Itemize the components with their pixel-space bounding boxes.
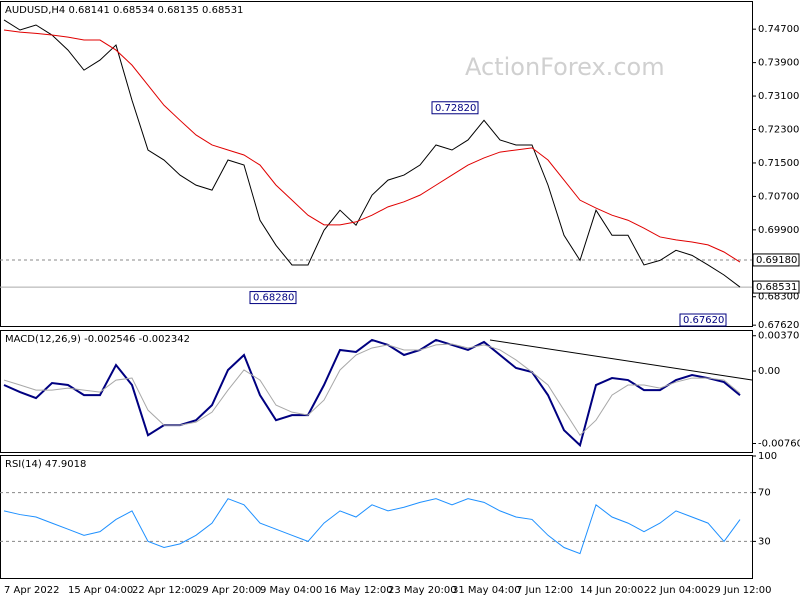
x-tick-label: 16 May 12:00 [324, 585, 393, 596]
y-tick-label: 0.70700 [758, 191, 799, 202]
macd-panel [0, 330, 753, 453]
series-line [3, 498, 741, 555]
x-tick-label: 14 Jun 20:00 [580, 585, 644, 596]
annotation-box [249, 291, 297, 305]
level-label-box [752, 253, 800, 267]
x-tick-label: 7 Apr 2022 [4, 585, 59, 596]
y-tick-label: 100 [758, 451, 777, 462]
annotation-box [679, 313, 727, 327]
last-price-label: 0.68531 [756, 282, 797, 293]
series-line [3, 343, 741, 437]
y-tick-label: 0.67620 [758, 320, 799, 331]
x-tick-label: 29 Apr 20:00 [196, 585, 261, 596]
price-panel [0, 1, 753, 327]
x-tick-label: 22 Jun 04:00 [644, 585, 708, 596]
x-tick-label: 31 May 04:00 [452, 585, 521, 596]
y-tick-label: 70 [758, 488, 771, 499]
rsi-panel [0, 455, 753, 579]
y-tick-label: 0.74700 [758, 24, 799, 35]
x-tick-label: 29 Jun 12:00 [708, 585, 772, 596]
trendline [489, 339, 753, 381]
x-tick-label: 9 May 04:00 [260, 585, 322, 596]
series-line [3, 19, 741, 288]
series-line [3, 29, 741, 263]
y-tick-label: 0.00 [758, 366, 780, 377]
y-tick-label: 0.71500 [758, 158, 799, 169]
x-tick-label: 7 Jun 12:00 [516, 585, 573, 596]
annotation: 0.68280 [253, 293, 294, 304]
annotation: 0.67620 [683, 315, 724, 326]
price-title: AUDUSD,H4 0.68141 0.68534 0.68135 0.6853… [5, 5, 243, 16]
y-tick-label: 30 [758, 536, 771, 547]
rsi-title: RSI(14) 47.9018 [5, 459, 86, 470]
y-tick-label: 0.68300 [758, 292, 799, 303]
x-tick-label: 23 May 20:00 [388, 585, 457, 596]
y-tick-label: 0.003703 [758, 331, 800, 342]
y-tick-label: -0.007608 [758, 439, 800, 450]
last-price-label-box [752, 280, 800, 294]
y-tick-label: 0.69900 [758, 225, 799, 236]
macd-title: MACD(12,26,9) -0.002546 -0.002342 [5, 334, 190, 345]
annotation: 0.72820 [435, 103, 476, 114]
y-tick-label: 0.73100 [758, 91, 799, 102]
x-tick-label: 22 Apr 12:00 [132, 585, 197, 596]
annotation-box [431, 101, 479, 115]
x-tick-label: 15 Apr 04:00 [68, 585, 133, 596]
y-tick-label: 0.72300 [758, 125, 799, 136]
level-label: 0.69180 [756, 255, 797, 266]
y-tick-label: 0.73900 [758, 58, 799, 69]
watermark: ActionForex.com [465, 53, 665, 81]
